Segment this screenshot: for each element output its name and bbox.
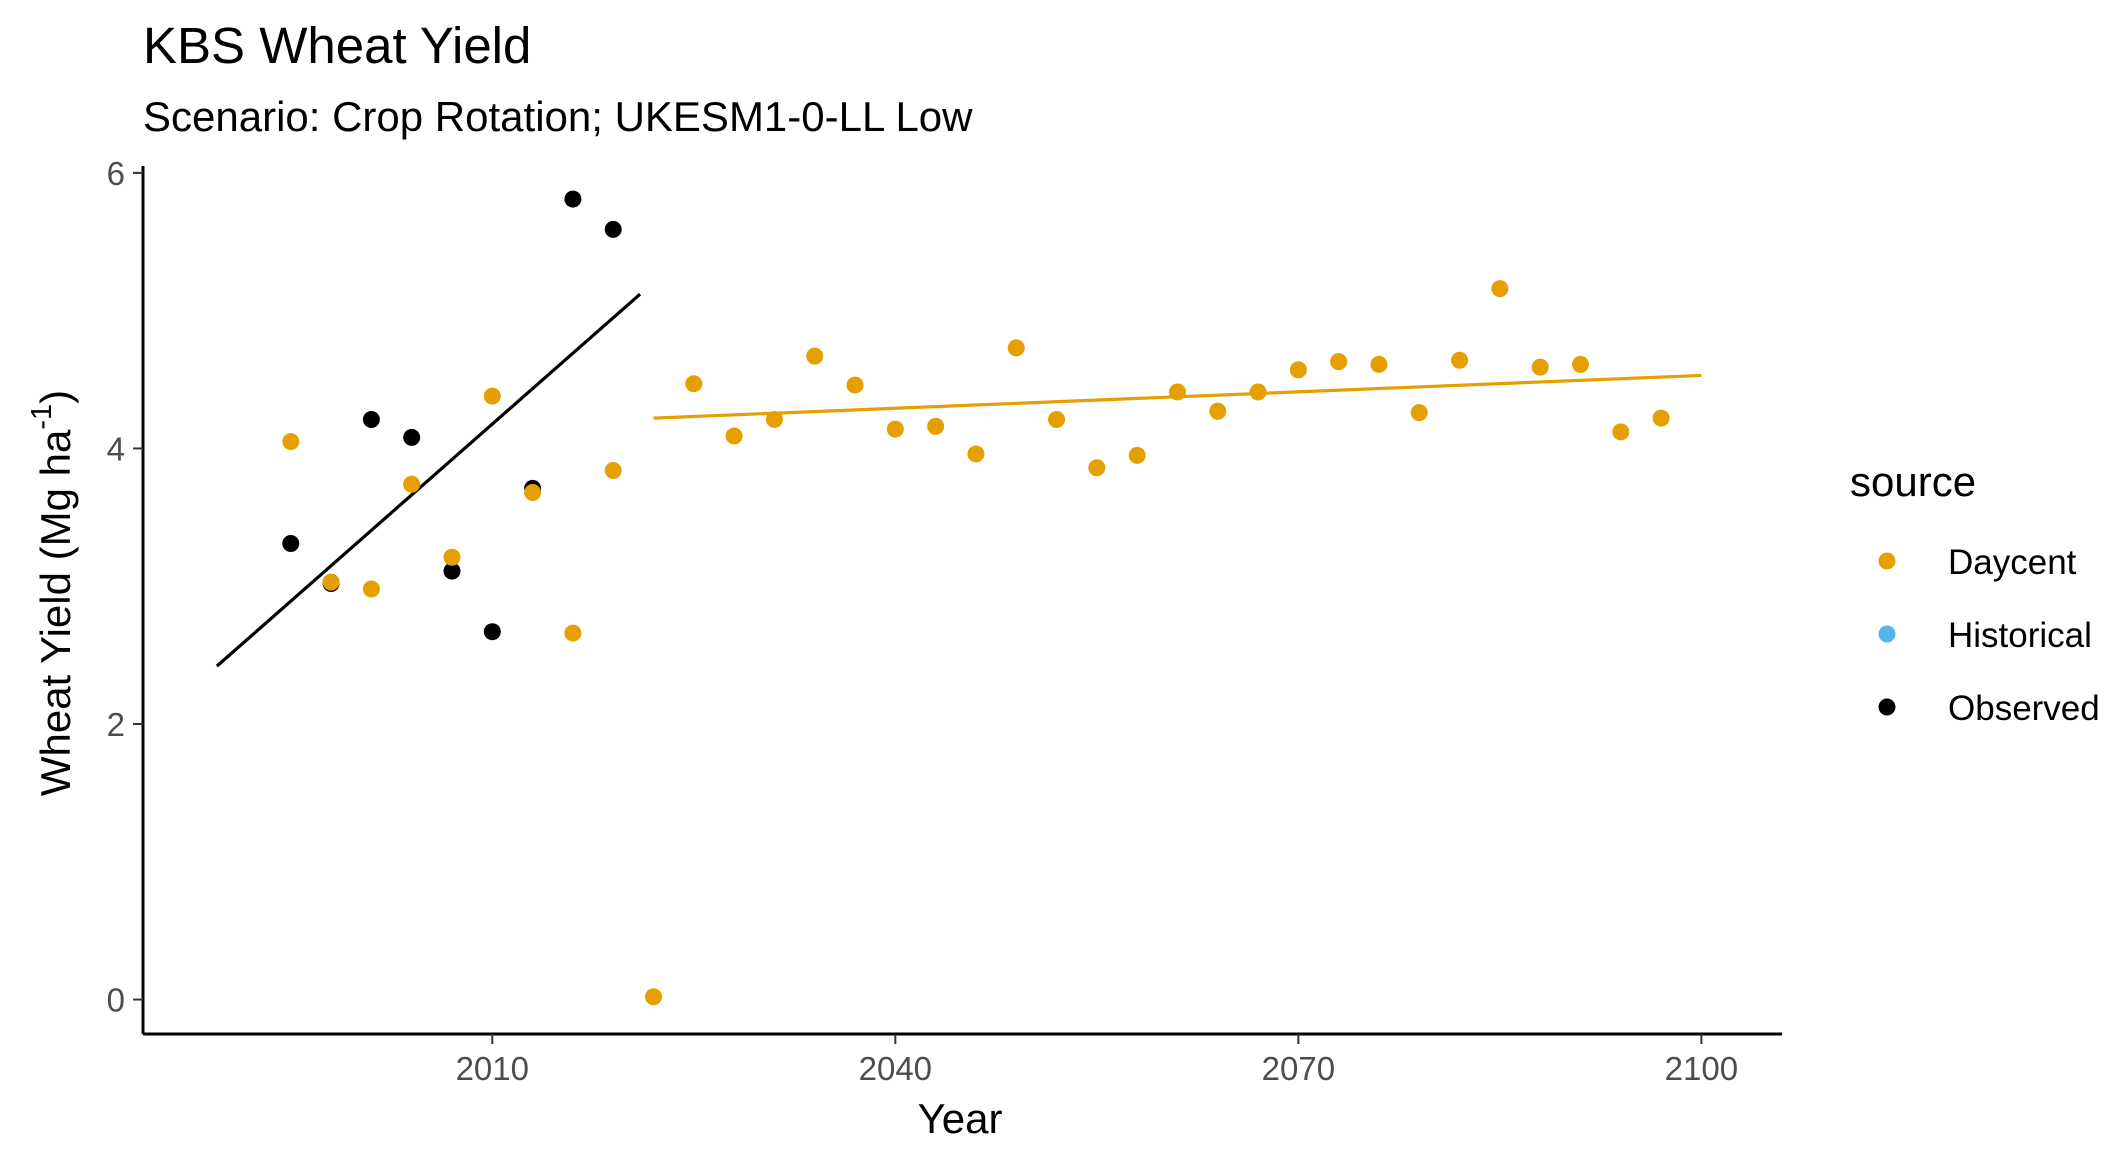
legend-key-daycent <box>1878 552 1896 570</box>
point-daycent <box>806 347 824 365</box>
point-daycent <box>1410 404 1428 422</box>
y-axis-title: Wheat Yield (Mg ha-1) <box>26 390 79 796</box>
data-points <box>282 190 1670 1006</box>
y-tick-label: 6 <box>107 155 125 192</box>
point-daycent <box>403 475 421 493</box>
y-tick-label: 0 <box>107 982 125 1019</box>
point-daycent <box>604 461 622 479</box>
x-tick-label: 2010 <box>456 1050 529 1087</box>
x-axis-title: Year <box>918 1095 1003 1142</box>
point-daycent <box>1289 361 1307 379</box>
plot-area: 2010 2040 2070 2100 0 2 4 6 <box>107 155 1782 1087</box>
point-observed <box>604 220 622 238</box>
point-daycent <box>282 433 300 451</box>
point-daycent <box>967 445 985 463</box>
point-daycent <box>846 376 864 394</box>
point-daycent <box>645 988 663 1006</box>
point-observed <box>282 535 300 553</box>
point-daycent <box>1652 409 1670 427</box>
x-axis-ticks: 2010 2040 2070 2100 <box>456 1034 1738 1087</box>
point-daycent <box>322 573 340 591</box>
legend-title: source <box>1850 458 1976 505</box>
point-daycent <box>765 411 783 429</box>
point-observed <box>483 623 501 641</box>
legend-items: Daycent Historical Observed <box>1878 543 2100 728</box>
point-daycent <box>1531 358 1549 376</box>
point-daycent <box>362 580 380 598</box>
legend-label-historical: Historical <box>1948 616 2092 655</box>
point-daycent <box>1370 355 1388 373</box>
point-daycent <box>1088 459 1106 477</box>
point-daycent <box>1249 383 1267 401</box>
y-axis-ticks: 0 2 4 6 <box>107 155 143 1019</box>
chart-title: KBS Wheat Yield <box>143 17 531 74</box>
trend-line-observed <box>215 292 642 668</box>
point-daycent <box>1007 339 1025 357</box>
legend-label-daycent: Daycent <box>1948 543 2077 582</box>
point-daycent <box>1451 351 1469 369</box>
point-daycent <box>483 387 501 405</box>
point-daycent <box>725 427 743 445</box>
y-tick-label: 4 <box>107 430 125 467</box>
point-daycent <box>1048 411 1066 429</box>
point-observed <box>564 190 582 208</box>
point-daycent <box>1168 383 1186 401</box>
point-daycent <box>443 548 461 566</box>
legend-key-historical <box>1878 625 1896 643</box>
point-daycent <box>524 484 542 502</box>
y-tick-label: 2 <box>107 706 125 743</box>
point-daycent <box>886 420 904 438</box>
y-axis-title-text: Wheat Yield (Mg ha <box>32 429 79 796</box>
x-tick-label: 2100 <box>1665 1050 1738 1087</box>
x-tick-label: 2070 <box>1262 1050 1335 1087</box>
point-daycent <box>1128 446 1146 464</box>
y-axis-title-superscript: -1 <box>26 404 58 430</box>
point-observed <box>403 428 421 446</box>
point-observed <box>443 562 461 580</box>
legend-key-observed <box>1878 698 1896 716</box>
point-daycent <box>1209 402 1227 420</box>
legend-label-observed: Observed <box>1948 689 2100 728</box>
point-daycent <box>564 624 582 642</box>
point-daycent <box>1330 353 1348 371</box>
point-daycent <box>1571 355 1589 373</box>
x-tick-label: 2040 <box>859 1050 932 1087</box>
point-daycent <box>927 417 945 435</box>
legend: source Daycent Historical Observed <box>1850 458 2100 728</box>
trend-lines <box>215 292 1702 668</box>
y-axis-title-suffix: ) <box>32 390 79 404</box>
point-daycent <box>1612 423 1630 441</box>
point-daycent <box>685 375 703 393</box>
point-observed <box>362 411 380 429</box>
point-daycent <box>1491 280 1509 298</box>
chart-subtitle: Scenario: Crop Rotation; UKESM1-0-LL Low <box>143 93 973 140</box>
